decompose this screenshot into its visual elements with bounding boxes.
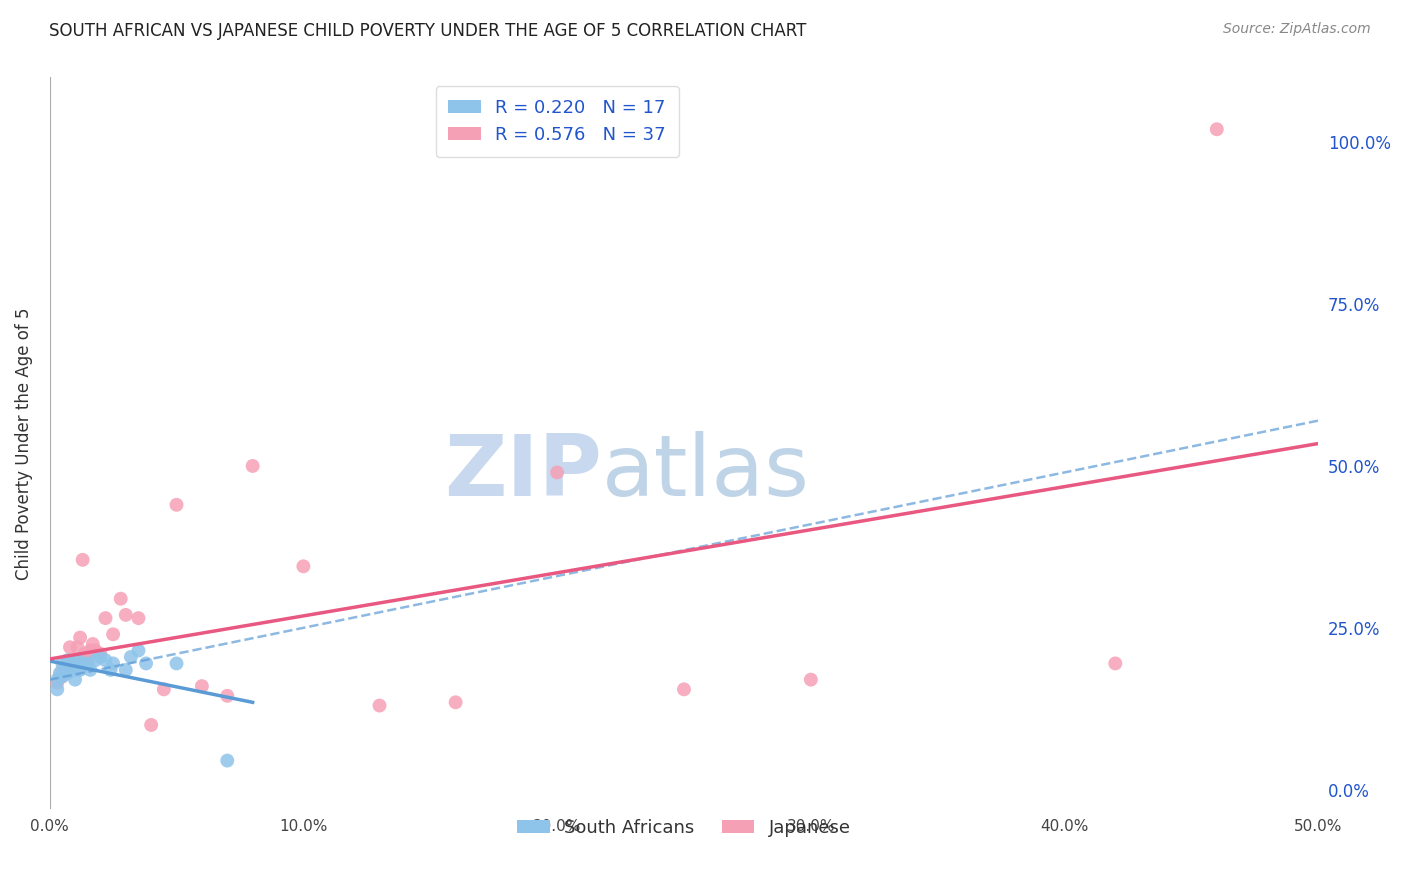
Point <box>89 647 111 661</box>
Point <box>217 754 239 768</box>
Point <box>114 663 136 677</box>
Point <box>79 643 101 657</box>
Point <box>56 653 79 667</box>
Point <box>84 653 107 667</box>
Point <box>153 682 176 697</box>
Point <box>72 553 94 567</box>
Point <box>110 591 132 606</box>
Point <box>84 643 107 657</box>
Text: atlas: atlas <box>602 431 810 514</box>
Point <box>66 640 89 655</box>
Point <box>120 650 142 665</box>
Point <box>51 669 73 683</box>
Point <box>191 679 214 693</box>
Point <box>53 659 76 673</box>
Point <box>59 640 82 655</box>
Point <box>75 647 97 661</box>
Point <box>1205 122 1227 136</box>
Point <box>89 650 111 665</box>
Point <box>49 669 72 683</box>
Point <box>56 657 79 671</box>
Point <box>51 657 73 671</box>
Point <box>242 458 264 473</box>
Y-axis label: Child Poverty Under the Age of 5: Child Poverty Under the Age of 5 <box>15 307 32 580</box>
Point <box>63 673 86 687</box>
Point <box>56 666 79 681</box>
Point <box>166 657 188 671</box>
Point <box>72 657 94 671</box>
Point <box>127 643 149 657</box>
Legend: South Africans, Japanese: South Africans, Japanese <box>510 812 858 844</box>
Point <box>217 689 239 703</box>
Point <box>672 682 695 697</box>
Point <box>100 663 122 677</box>
Point <box>51 669 73 683</box>
Point <box>444 695 467 709</box>
Point <box>114 607 136 622</box>
Point <box>82 637 104 651</box>
Point <box>79 663 101 677</box>
Point <box>51 663 73 677</box>
Point <box>62 657 84 671</box>
Point <box>127 611 149 625</box>
Point <box>49 666 72 681</box>
Point <box>63 663 86 677</box>
Text: SOUTH AFRICAN VS JAPANESE CHILD POVERTY UNDER THE AGE OF 5 CORRELATION CHART: SOUTH AFRICAN VS JAPANESE CHILD POVERTY … <box>49 22 807 40</box>
Point <box>546 466 568 480</box>
Text: Source: ZipAtlas.com: Source: ZipAtlas.com <box>1223 22 1371 37</box>
Point <box>63 653 86 667</box>
Point <box>800 673 823 687</box>
Point <box>76 650 98 665</box>
Point <box>1104 657 1126 671</box>
Point <box>368 698 391 713</box>
Point <box>62 657 84 671</box>
Point <box>141 718 163 732</box>
Point <box>94 611 117 625</box>
Point <box>59 663 82 677</box>
Point <box>69 631 91 645</box>
Point <box>135 657 157 671</box>
Point <box>46 673 69 687</box>
Point <box>166 498 188 512</box>
Point <box>101 657 124 671</box>
Point <box>66 653 89 667</box>
Point <box>94 653 117 667</box>
Point <box>76 657 98 671</box>
Point <box>46 676 69 690</box>
Point <box>101 627 124 641</box>
Point <box>46 682 69 697</box>
Point <box>292 559 315 574</box>
Point <box>53 663 76 677</box>
Point <box>69 663 91 677</box>
Text: ZIP: ZIP <box>444 431 602 514</box>
